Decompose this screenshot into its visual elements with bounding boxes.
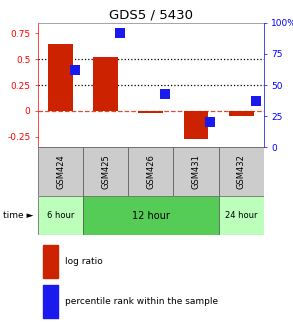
Bar (48, 43, 73, 111)
Bar (83, 147, 128, 196)
Bar (139, 111, 163, 113)
Bar (184, 111, 208, 139)
Bar (229, 111, 253, 116)
Point (208, 120, 213, 125)
Point (73, 67, 77, 73)
Point (118, 30, 122, 35)
Text: percentile rank within the sample: percentile rank within the sample (65, 297, 218, 306)
Bar (219, 196, 264, 235)
Text: GSM432: GSM432 (237, 154, 246, 189)
Title: GDS5 / 5430: GDS5 / 5430 (109, 9, 193, 22)
Text: GSM431: GSM431 (192, 154, 200, 189)
Bar (128, 147, 173, 196)
Text: 12 hour: 12 hour (132, 211, 170, 221)
Point (253, 98, 258, 104)
Bar (42, 245, 58, 278)
Bar (38, 147, 83, 196)
Point (163, 91, 168, 96)
Bar (38, 196, 83, 235)
Text: GSM424: GSM424 (56, 154, 65, 189)
Bar (42, 285, 58, 318)
Text: 6 hour: 6 hour (47, 211, 74, 220)
Text: time ►: time ► (3, 211, 33, 220)
Bar (173, 147, 219, 196)
Bar (93, 57, 118, 111)
Text: 24 hour: 24 hour (225, 211, 257, 220)
Text: GSM425: GSM425 (101, 154, 110, 189)
Bar (219, 147, 264, 196)
Text: log ratio: log ratio (65, 257, 103, 266)
Text: GSM426: GSM426 (146, 154, 155, 189)
Bar (83, 196, 219, 235)
